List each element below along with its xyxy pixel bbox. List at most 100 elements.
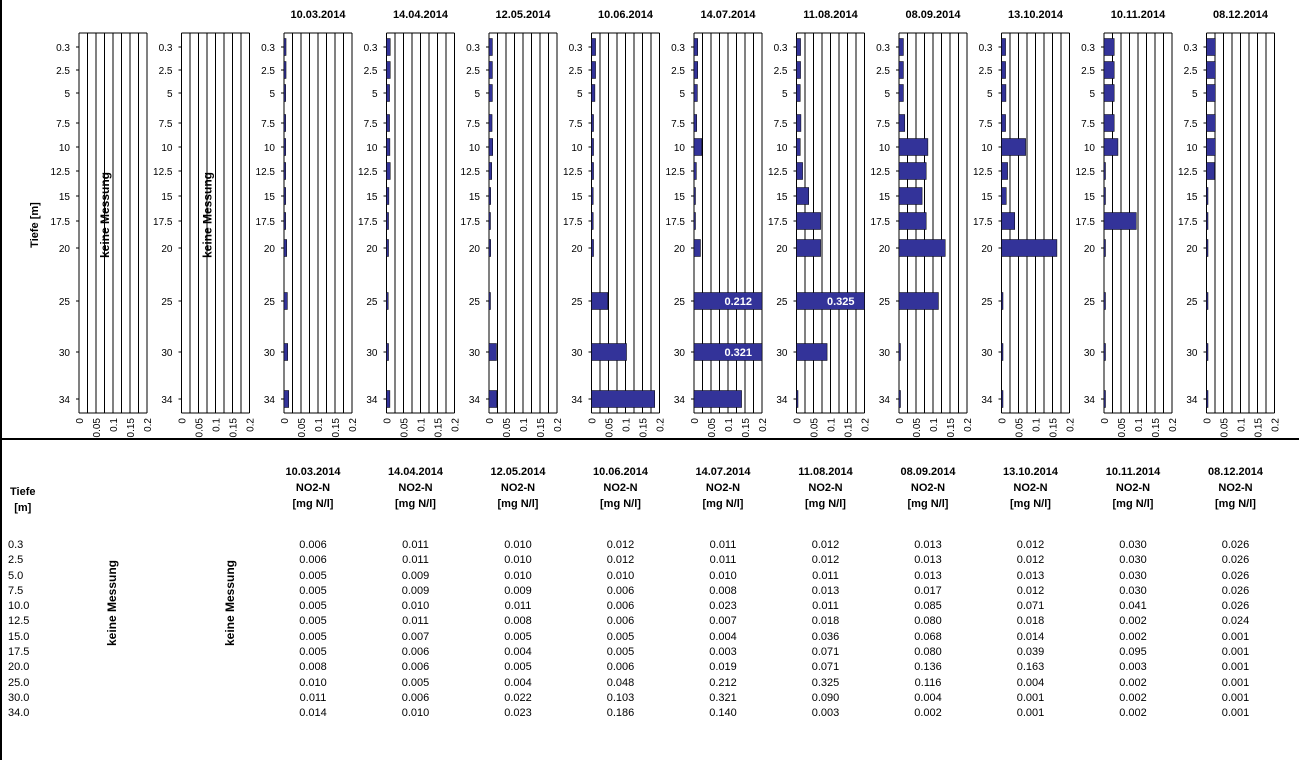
bar <box>488 212 491 230</box>
bar <box>591 212 594 230</box>
table-cell: 0.013 <box>914 554 942 567</box>
y-tick-label: 10 <box>1084 143 1096 154</box>
x-tick-label: 0.2 <box>246 418 257 432</box>
y-tick-label: 7.5 <box>979 119 993 130</box>
table-cell: 0.009 <box>504 584 532 597</box>
x-tick-label: 0 <box>690 418 701 424</box>
y-tick-label: 7.5 <box>1081 119 1095 130</box>
bar <box>693 239 701 257</box>
table-cell: 0.090 <box>811 691 840 704</box>
table-cell: 0.071 <box>811 661 840 674</box>
no-measurement-label: keine Messung <box>98 172 112 258</box>
table-cell: 0.005 <box>504 630 532 643</box>
y-tick-label: 0.3 <box>159 43 173 54</box>
table-cell: 0.014 <box>299 707 327 720</box>
x-tick-label: 0.05 <box>707 418 718 438</box>
x-tick-label: 0.15 <box>1254 418 1265 438</box>
y-tick-label: 20 <box>264 244 276 255</box>
table-cell: 0.001 <box>1221 661 1250 674</box>
bar <box>898 61 904 79</box>
table-cell: 0.030 <box>1119 584 1147 597</box>
y-tick-label: 2.5 <box>876 66 890 77</box>
bar <box>796 114 802 132</box>
table-cell: 0.002 <box>1119 676 1147 689</box>
table-depth-header-line2: [m] <box>14 502 32 514</box>
x-tick-label: 0.15 <box>639 418 650 438</box>
table-header-line: NO2-N <box>705 482 741 494</box>
bar <box>283 390 290 408</box>
y-tick-label: 12.5 <box>51 167 71 178</box>
table-cell: 0.006 <box>401 661 430 674</box>
x-tick-label: 0.05 <box>400 418 411 438</box>
bar <box>386 292 389 310</box>
bar <box>386 138 391 156</box>
table-depth-value: 2.5 <box>8 554 24 567</box>
y-tick-label: 12.5 <box>256 167 276 178</box>
y-tick-label: 10 <box>264 143 276 154</box>
bar <box>1103 187 1106 205</box>
y-tick-label: 17.5 <box>563 217 583 228</box>
table-cell: 0.018 <box>811 615 840 628</box>
table-header-line: 08.09.2014 <box>900 466 956 478</box>
y-tick-label: 10 <box>571 143 583 154</box>
x-tick-label: 0 <box>280 418 291 424</box>
y-tick-label: 15 <box>674 192 686 203</box>
bar <box>1103 114 1115 132</box>
table-header-line: [mg N/l] <box>600 498 641 510</box>
y-tick-label: 12.5 <box>871 167 891 178</box>
y-tick-label: 7.5 <box>466 119 480 130</box>
table-cell: 0.008 <box>504 615 532 628</box>
table-cell: 0.018 <box>1016 615 1045 628</box>
table-value-column: 0.012 0.012 0.011 0.013 0.011 0.018 0.036 0.071… <box>776 538 876 722</box>
y-tick-label: 10 <box>161 143 173 154</box>
y-tick-label: 30 <box>1084 348 1096 359</box>
depth-profile-charts: Tiefe [m] 0.3 2.5 5 7.5 10 12.5 15 17.5 20 25 30 34 0… <box>29 9 1282 438</box>
bar <box>386 61 391 79</box>
y-tick-label: 15 <box>161 192 173 203</box>
bar <box>796 38 801 56</box>
table-cell: 0.321 <box>709 691 737 704</box>
x-tick-label: 0.1 <box>519 418 530 432</box>
y-tick-label: 5 <box>782 89 788 100</box>
bar <box>1001 84 1007 102</box>
panel-date-title: 11.08.2014 <box>803 9 858 21</box>
y-tick-label: 34 <box>571 395 583 406</box>
bar <box>796 84 801 102</box>
x-tick-label: 0.2 <box>553 418 564 432</box>
panel-date-title: 13.10.2014 <box>1008 9 1064 21</box>
table-column-header: 14.07.2014 NO2-N [mg N/l] <box>673 464 773 512</box>
bar <box>796 162 803 180</box>
table-cell: 0.010 <box>401 600 430 613</box>
panel-date-title: 12.05.2014 <box>495 9 551 21</box>
bar <box>488 390 498 408</box>
table-column-header: 14.04.2014 NO2-N [mg N/l] <box>366 464 466 512</box>
y-tick-label: 34 <box>1186 395 1198 406</box>
y-tick-label: 2.5 <box>1184 66 1198 77</box>
y-tick-label: 7.5 <box>569 119 583 130</box>
y-tick-label: 2.5 <box>56 66 70 77</box>
bar <box>591 239 594 257</box>
y-tick-label: 0.3 <box>56 43 70 54</box>
table-value-column: 0.013 0.013 0.013 0.017 0.085 0.080 0.068 0.080… <box>878 538 978 722</box>
x-tick-label: 0.15 <box>331 418 342 438</box>
bar <box>488 187 491 205</box>
panel-date-title: 08.09.2014 <box>905 9 961 21</box>
y-tick-label: 30 <box>981 348 993 359</box>
table-cell: 0.022 <box>504 691 532 704</box>
table-header-line: [mg N/l] <box>907 498 949 510</box>
bar <box>693 61 698 79</box>
table-cell: 0.011 <box>504 600 532 613</box>
y-tick-label: 12.5 <box>768 167 788 178</box>
y-tick-label: 5 <box>474 89 480 100</box>
x-tick-label: 0.05 <box>502 418 513 438</box>
table-cell: 0.163 <box>1016 661 1045 674</box>
bar <box>1001 292 1004 310</box>
table-cell: 0.003 <box>1119 661 1147 674</box>
table-cell: 0.007 <box>709 615 737 628</box>
x-tick-label: 0.1 <box>929 418 940 432</box>
bar <box>283 187 286 205</box>
table-cell: 0.002 <box>1119 691 1147 704</box>
bar <box>386 162 391 180</box>
y-tick-label: 7.5 <box>671 119 685 130</box>
table-cell: 0.068 <box>914 630 942 643</box>
